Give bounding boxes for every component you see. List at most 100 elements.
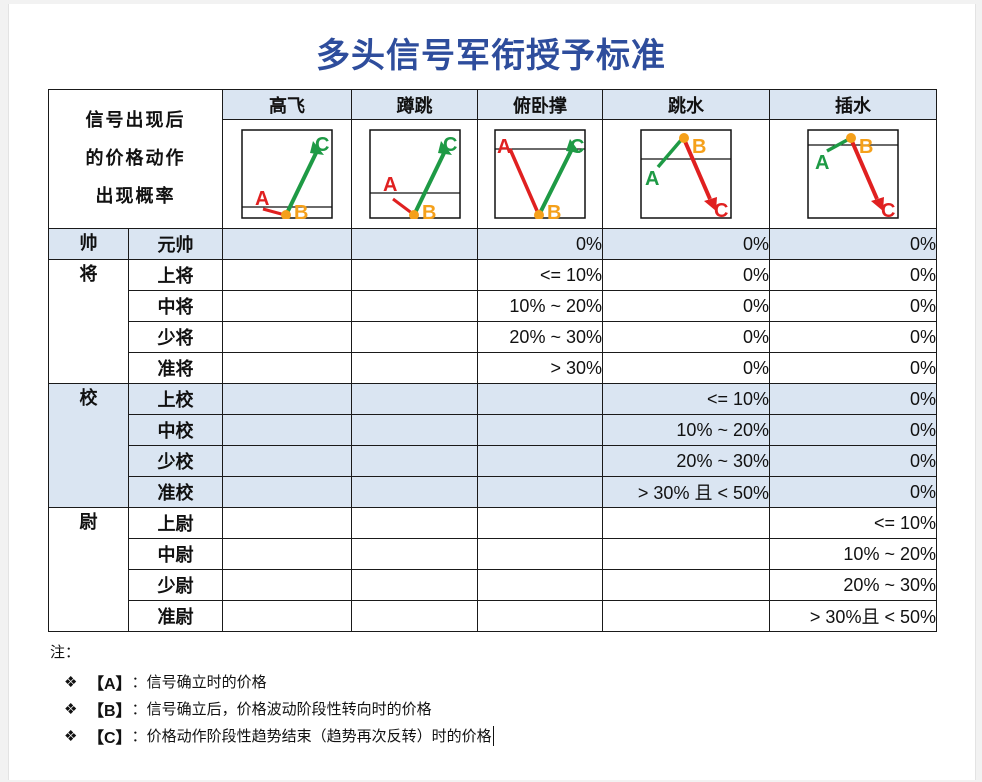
table-row: 准将 > 30% 0% 0% — [49, 352, 937, 384]
probability-cell — [222, 414, 352, 446]
probability-cell — [351, 383, 478, 415]
rank-name-cell: 准校 — [128, 476, 223, 508]
note-text: 信号确立时的价格 — [146, 673, 267, 691]
probability-cell: 10% ~ 20% — [602, 414, 770, 446]
table-row: 帅元帅 0% 0% 0% — [48, 228, 937, 260]
probability-cell: 0% — [769, 476, 937, 508]
note-sep: ： — [131, 727, 147, 745]
probability-cell — [602, 569, 770, 601]
table-row: 校上校 <= 10% 0% — [48, 383, 937, 508]
note-text[interactable]: 价格动作阶段性趋势结束（趋势再次反转）时的价格 — [146, 727, 492, 745]
pattern-header-gaofei: 高飞 — [222, 89, 352, 120]
note-key: 【C】 — [88, 729, 132, 747]
rank-group-cell: 帅 — [48, 228, 129, 260]
point-c-label: C — [881, 200, 895, 219]
probability-cell: 0% — [769, 352, 937, 384]
fuwocheng-diagram: A B C — [494, 129, 586, 219]
note-sep: ： — [131, 700, 147, 718]
chashui-diagram: A B C — [807, 129, 899, 219]
probability-cell — [351, 290, 478, 322]
probability-cell: 0% — [769, 321, 937, 353]
probability-cell — [222, 321, 352, 353]
probability-cell: 0% — [602, 321, 770, 353]
probability-cell — [351, 352, 478, 384]
pattern-diagram-duntiao: A B C — [351, 119, 478, 229]
point-b-label: B — [692, 136, 706, 158]
probability-cell: 0% — [769, 290, 937, 322]
probability-cell: 20% ~ 30% — [602, 445, 770, 477]
table-row: 尉上尉 <= 10% — [48, 507, 937, 632]
pattern-diagram-tiaoshui: A B C — [602, 119, 770, 229]
rank-name-cell: 中将 — [128, 290, 223, 322]
rank-name-cell: 中校 — [128, 414, 223, 446]
corner-label: 信号出现后 的价格动作 出现概率 — [48, 89, 223, 229]
rank-table: 信号出现后 的价格动作 出现概率 高飞 蹲跳 俯卧撑 跳水 插水 A — [48, 89, 937, 632]
probability-cell — [222, 445, 352, 477]
point-a-label: A — [645, 168, 659, 190]
probability-cell: 0% — [769, 383, 937, 415]
rank-name-cell: 上尉 — [128, 507, 223, 539]
probability-cell — [351, 538, 478, 570]
note-key: 【B】 — [88, 702, 132, 720]
pattern-header-dunt iao: 蹲跳 — [351, 89, 478, 120]
probability-cell — [477, 569, 603, 601]
corner-line-3: 出现概率 — [95, 186, 176, 207]
pattern-header-fuwocheng: 俯卧撑 — [477, 89, 603, 120]
rank-name-cell: 少校 — [128, 445, 223, 477]
table-row: 中尉 10% ~ 20% — [49, 538, 937, 570]
rank-name-cell: 上校 — [128, 383, 223, 415]
probability-cell: 20% ~ 30% — [769, 569, 937, 601]
duntiao-diagram: A B C — [368, 129, 461, 219]
point-a-label: A — [255, 188, 269, 210]
probability-cell — [351, 321, 478, 353]
probability-cell — [477, 507, 603, 539]
probability-cell: 0% — [769, 228, 937, 260]
note-item: ❖ 【B】 ： 信号确立后，价格波动阶段性转向时的价格 — [50, 695, 930, 722]
probability-cell — [477, 600, 603, 632]
probability-cell — [222, 259, 352, 291]
probability-cell — [222, 600, 352, 632]
probability-cell — [222, 383, 352, 415]
probability-cell — [602, 507, 770, 539]
page-title: 多头信号军衔授予标准 — [316, 36, 666, 76]
probability-cell — [351, 414, 478, 446]
note-item: ❖ 【C】 ： 价格动作阶段性趋势结束（趋势再次反转）时的价格 — [50, 722, 930, 749]
point-a-label: A — [815, 152, 829, 174]
diamond-bullet-icon: ❖ — [64, 699, 78, 718]
probability-cell: <= 10% — [602, 383, 770, 415]
probability-cell — [477, 445, 603, 477]
rank-name-cell: 少将 — [128, 321, 223, 353]
probability-cell — [222, 290, 352, 322]
probability-cell: > 30%且 < 50% — [769, 600, 937, 632]
probability-cell — [351, 476, 478, 508]
table-row: 准校 > 30% 且 < 50% 0% — [49, 476, 937, 508]
probability-cell: 0% — [602, 259, 770, 291]
probability-cell: 0% — [602, 228, 770, 260]
note-text: 信号确立后，价格波动阶段性转向时的价格 — [146, 700, 432, 718]
notes-section: 注： ❖ 【A】 ： 信号确立时的价格 ❖ 【B】 ： 信号确立后，价格波动阶段… — [50, 641, 930, 749]
probability-cell: 10% ~ 20% — [477, 290, 603, 322]
probability-cell: <= 10% — [769, 507, 937, 539]
probability-cell — [602, 538, 770, 570]
table-row: 少将 20% ~ 30% 0% 0% — [49, 321, 937, 353]
point-c-label: C — [714, 200, 728, 219]
probability-cell: 0% — [769, 259, 937, 291]
gaofei-diagram: A B C — [241, 129, 333, 219]
rank-name-cell: 准将 — [128, 352, 223, 384]
probability-cell — [222, 228, 352, 260]
point-a-label: A — [383, 174, 397, 196]
probability-cell — [222, 352, 352, 384]
table-row: 少尉 20% ~ 30% — [49, 569, 937, 601]
probability-cell: 0% — [769, 414, 937, 446]
pattern-diagram-gaofei: A B C — [222, 119, 352, 229]
note-item: ❖ 【A】 ： 信号确立时的价格 — [50, 668, 930, 695]
probability-cell — [477, 383, 603, 415]
diamond-bullet-icon: ❖ — [64, 726, 78, 745]
probability-cell: > 30% — [477, 352, 603, 384]
probability-cell — [351, 259, 478, 291]
probability-cell: 0% — [602, 290, 770, 322]
point-c-label: C — [443, 134, 457, 156]
probability-cell: 20% ~ 30% — [477, 321, 603, 353]
text-cursor — [492, 725, 494, 746]
table-row: 中将 10% ~ 20% 0% 0% — [49, 290, 937, 322]
